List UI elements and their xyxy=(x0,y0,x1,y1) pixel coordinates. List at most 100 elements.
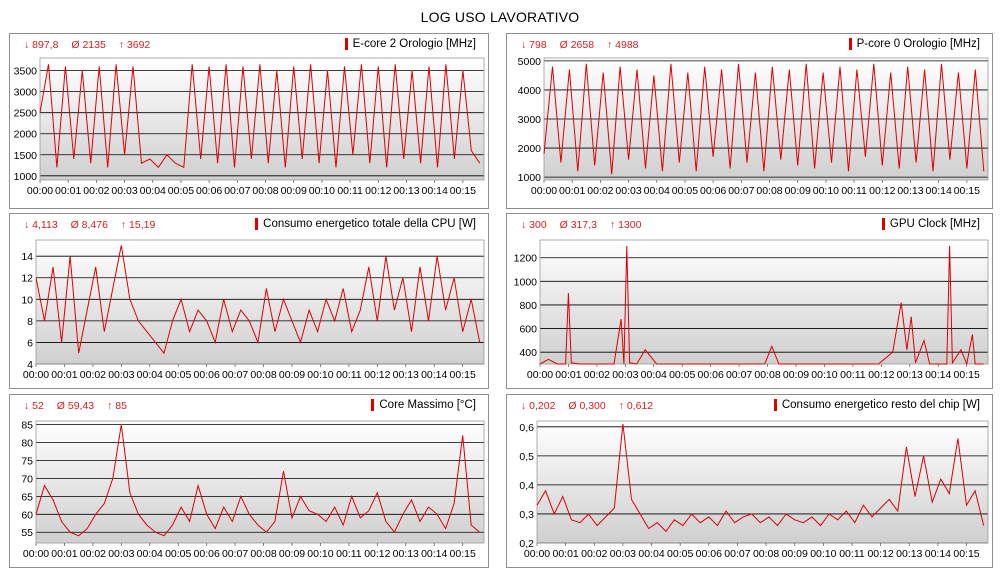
series-line xyxy=(35,245,481,355)
y-tick-label: 0,5 xyxy=(519,451,534,463)
chart-svg: 0,2 0,3 0,4 0,5 0,6 00:00 00:01 00:02 00:03 00:04… xyxy=(519,420,989,560)
x-tick-label: 00:02 xyxy=(581,548,607,560)
series-swatch xyxy=(344,38,348,50)
x-tick-label: 00:01 xyxy=(559,185,585,197)
x-tick-label: 00:03 xyxy=(615,185,641,197)
stat-avg: Ø 59,43 xyxy=(56,400,95,412)
x-tick-label: 00:02 xyxy=(80,369,106,381)
y-tick-label: 70 xyxy=(21,473,33,485)
x-tick-label: 00:10 xyxy=(307,548,333,560)
y-tick-label: 0,2 xyxy=(519,538,534,550)
y-tick-label: 80 xyxy=(21,438,33,450)
x-tick-label: 00:02 xyxy=(584,369,610,381)
x-tick-label: 00:04 xyxy=(638,548,664,560)
x-tick-label: 00:09 xyxy=(279,369,305,381)
stats-readout: ↓ 798 Ø 2658 ↑ 4988 xyxy=(521,39,649,51)
x-tick-label: 00:03 xyxy=(111,185,137,197)
stat-avg: Ø 2658 xyxy=(559,39,595,51)
x-tick-label: 00:11 xyxy=(839,548,865,560)
y-tick-label: 0,6 xyxy=(519,422,534,434)
stat-min: ↓ 897,8 xyxy=(24,39,59,51)
x-tick-label: 00:03 xyxy=(612,369,638,381)
y-tick-label: 1000 xyxy=(14,171,38,183)
x-tick-label: 00:03 xyxy=(108,548,134,560)
x-tick-label: 00:01 xyxy=(552,548,578,560)
x-tick-label: 00:05 xyxy=(165,548,191,560)
x-tick-label: 00:03 xyxy=(108,369,134,381)
y-tick-label: 3500 xyxy=(14,66,38,78)
x-tick-label: 00:15 xyxy=(954,369,980,381)
series-swatch xyxy=(371,399,375,411)
series-swatch xyxy=(255,218,259,230)
stat-min: ↓ 798 xyxy=(521,39,547,51)
plot-frame xyxy=(35,420,485,544)
x-tick-label: 00:07 xyxy=(728,185,754,197)
plot-background xyxy=(36,240,484,364)
x-tick-label: 00:04 xyxy=(644,185,670,197)
y-tick-label: 1000 xyxy=(514,276,538,288)
plot-background xyxy=(540,240,988,364)
x-tick-label: 00:08 xyxy=(250,369,276,381)
x-tick-label: 00:09 xyxy=(279,548,305,560)
chart-title-text: Consumo energetico totale della CPU [W] xyxy=(263,218,476,230)
stat-avg: Ø 317,3 xyxy=(559,219,597,231)
y-tick-label: 1500 xyxy=(14,150,38,162)
stats-readout: ↓ 0,202 Ø 0,300 ↑ 0,612 xyxy=(521,400,663,412)
y-tick-label: 10 xyxy=(21,294,33,306)
chart-title: Consumo energetico resto del chip [W] xyxy=(773,399,980,411)
x-tick-label: 00:06 xyxy=(194,369,220,381)
x-tick-label: 00:14 xyxy=(421,548,447,560)
x-tick-label: 00:15 xyxy=(450,369,476,381)
plot-frame xyxy=(35,239,485,365)
x-tick-label: 00:11 xyxy=(337,185,363,197)
x-tick-label: 00:05 xyxy=(667,548,693,560)
x-tick-label: 00:15 xyxy=(953,548,979,560)
x-tick-label: 00:02 xyxy=(587,185,613,197)
x-tick-label: 00:04 xyxy=(137,369,163,381)
x-tick-label: 00:08 xyxy=(754,369,780,381)
x-tick-label: 00:01 xyxy=(51,369,77,381)
x-tick-label: 00:09 xyxy=(783,369,809,381)
stats-readout: ↓ 4,113 Ø 8,476 ↑ 15,19 xyxy=(24,219,165,231)
x-tick-label: 00:01 xyxy=(55,185,81,197)
chart-title-text: E-core 2 Orologio [MHz] xyxy=(352,38,476,50)
y-tick-label: 3000 xyxy=(14,87,38,99)
x-tick-label: 00:13 xyxy=(897,185,923,197)
chart-svg: 1000 2000 3000 4000 5000 00:00 00:01 00:02 00:03… xyxy=(518,56,989,197)
stat-max: ↑ 0,612 xyxy=(618,400,654,412)
x-tick-label: 00:01 xyxy=(555,369,581,381)
x-tick-label: 00:15 xyxy=(450,185,476,197)
y-tick-label: 2000 xyxy=(518,143,542,155)
x-tick-label: 00:00 xyxy=(23,548,49,560)
x-tick-label: 00:13 xyxy=(896,548,922,560)
x-tick-label: 00:06 xyxy=(698,369,724,381)
x-tick-label: 00:12 xyxy=(869,185,895,197)
series-line xyxy=(539,245,984,366)
x-tick-label: 00:08 xyxy=(753,548,779,560)
y-tick-label: 4 xyxy=(27,359,33,371)
chart-title-text: GPU Clock [MHz] xyxy=(889,218,980,230)
x-tick-label: 00:10 xyxy=(810,548,836,560)
series-line xyxy=(543,63,985,175)
x-tick-label: 00:00 xyxy=(527,369,553,381)
stat-min: ↓ 0,202 xyxy=(521,400,556,412)
x-tick-label: 00:07 xyxy=(726,369,752,381)
stat-max: ↑ 4988 xyxy=(606,39,639,51)
y-tick-label: 0,3 xyxy=(519,509,534,521)
x-tick-label: 00:06 xyxy=(194,548,220,560)
x-tick-label: 00:11 xyxy=(336,369,362,381)
y-tick-label: 65 xyxy=(21,491,33,503)
y-tick-label: 12 xyxy=(21,273,33,285)
x-tick-label: 00:13 xyxy=(393,548,419,560)
x-tick-label: 00:05 xyxy=(669,369,695,381)
x-tick-label: 00:10 xyxy=(811,369,837,381)
stat-avg: Ø 8,476 xyxy=(70,219,108,231)
chart-title: E-core 2 Orologio [MHz] xyxy=(344,38,476,50)
chart-title: GPU Clock [MHz] xyxy=(881,218,980,230)
y-tick-label: 85 xyxy=(21,420,33,432)
y-tick-label: 75 xyxy=(21,455,33,467)
chart-panel-core-max: ↓ 52 Ø 59,43 ↑ 85 Core Massimo [°C] 55 60… xyxy=(9,394,489,568)
chart-panel-gpu-clock: ↓ 300 Ø 317,3 ↑ 1300 GPU Clock [MHz] 400… xyxy=(506,213,993,389)
